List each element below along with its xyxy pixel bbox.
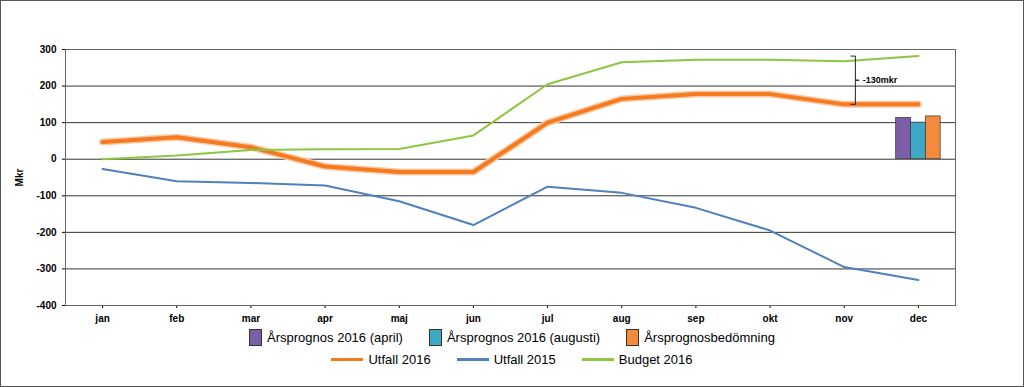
- html-text:Årsprognosbedömning: Årsprognosbedömning: [644, 330, 775, 345]
- svg-text:-400: -400: [36, 300, 56, 311]
- svg-text:feb: feb: [169, 313, 184, 324]
- svg-text:jun: jun: [465, 313, 481, 324]
- svg-text:100: 100: [40, 117, 57, 128]
- svg-text:okt: okt: [763, 313, 779, 324]
- svg-text:mar: mar: [242, 313, 260, 324]
- html-text:Utfall 2016: Utfall 2016: [368, 352, 431, 367]
- svg-text:maj: maj: [391, 313, 408, 324]
- svg-text:-200: -200: [36, 227, 56, 238]
- svg-text:200: 200: [40, 80, 57, 91]
- html-text:Budget 2016: Budget 2016: [618, 352, 693, 367]
- svg-text:sep: sep: [687, 313, 704, 324]
- html-text:Årsprognos 2016 (augusti): Årsprognos 2016 (augusti): [446, 330, 601, 345]
- svg-text:-300: -300: [36, 263, 56, 274]
- html-text:Årsprognos 2016 (april): Årsprognos 2016 (april): [267, 330, 403, 345]
- svg-text:-130mkr: -130mkr: [863, 75, 898, 85]
- svg-text:apr: apr: [317, 313, 333, 324]
- svg-text:dec: dec: [910, 313, 928, 324]
- svg-text:0: 0: [51, 153, 57, 164]
- svg-text:Mkr: Mkr: [14, 169, 25, 187]
- html-text:Utfall 2015: Utfall 2015: [493, 352, 556, 367]
- svg-text:-100: -100: [36, 190, 56, 201]
- svg-text:300: 300: [40, 44, 57, 55]
- svg-text:aug: aug: [613, 313, 631, 324]
- svg-text:jan: jan: [94, 313, 109, 324]
- svg-text:jul: jul: [541, 313, 554, 324]
- svg-text:nov: nov: [835, 313, 853, 324]
